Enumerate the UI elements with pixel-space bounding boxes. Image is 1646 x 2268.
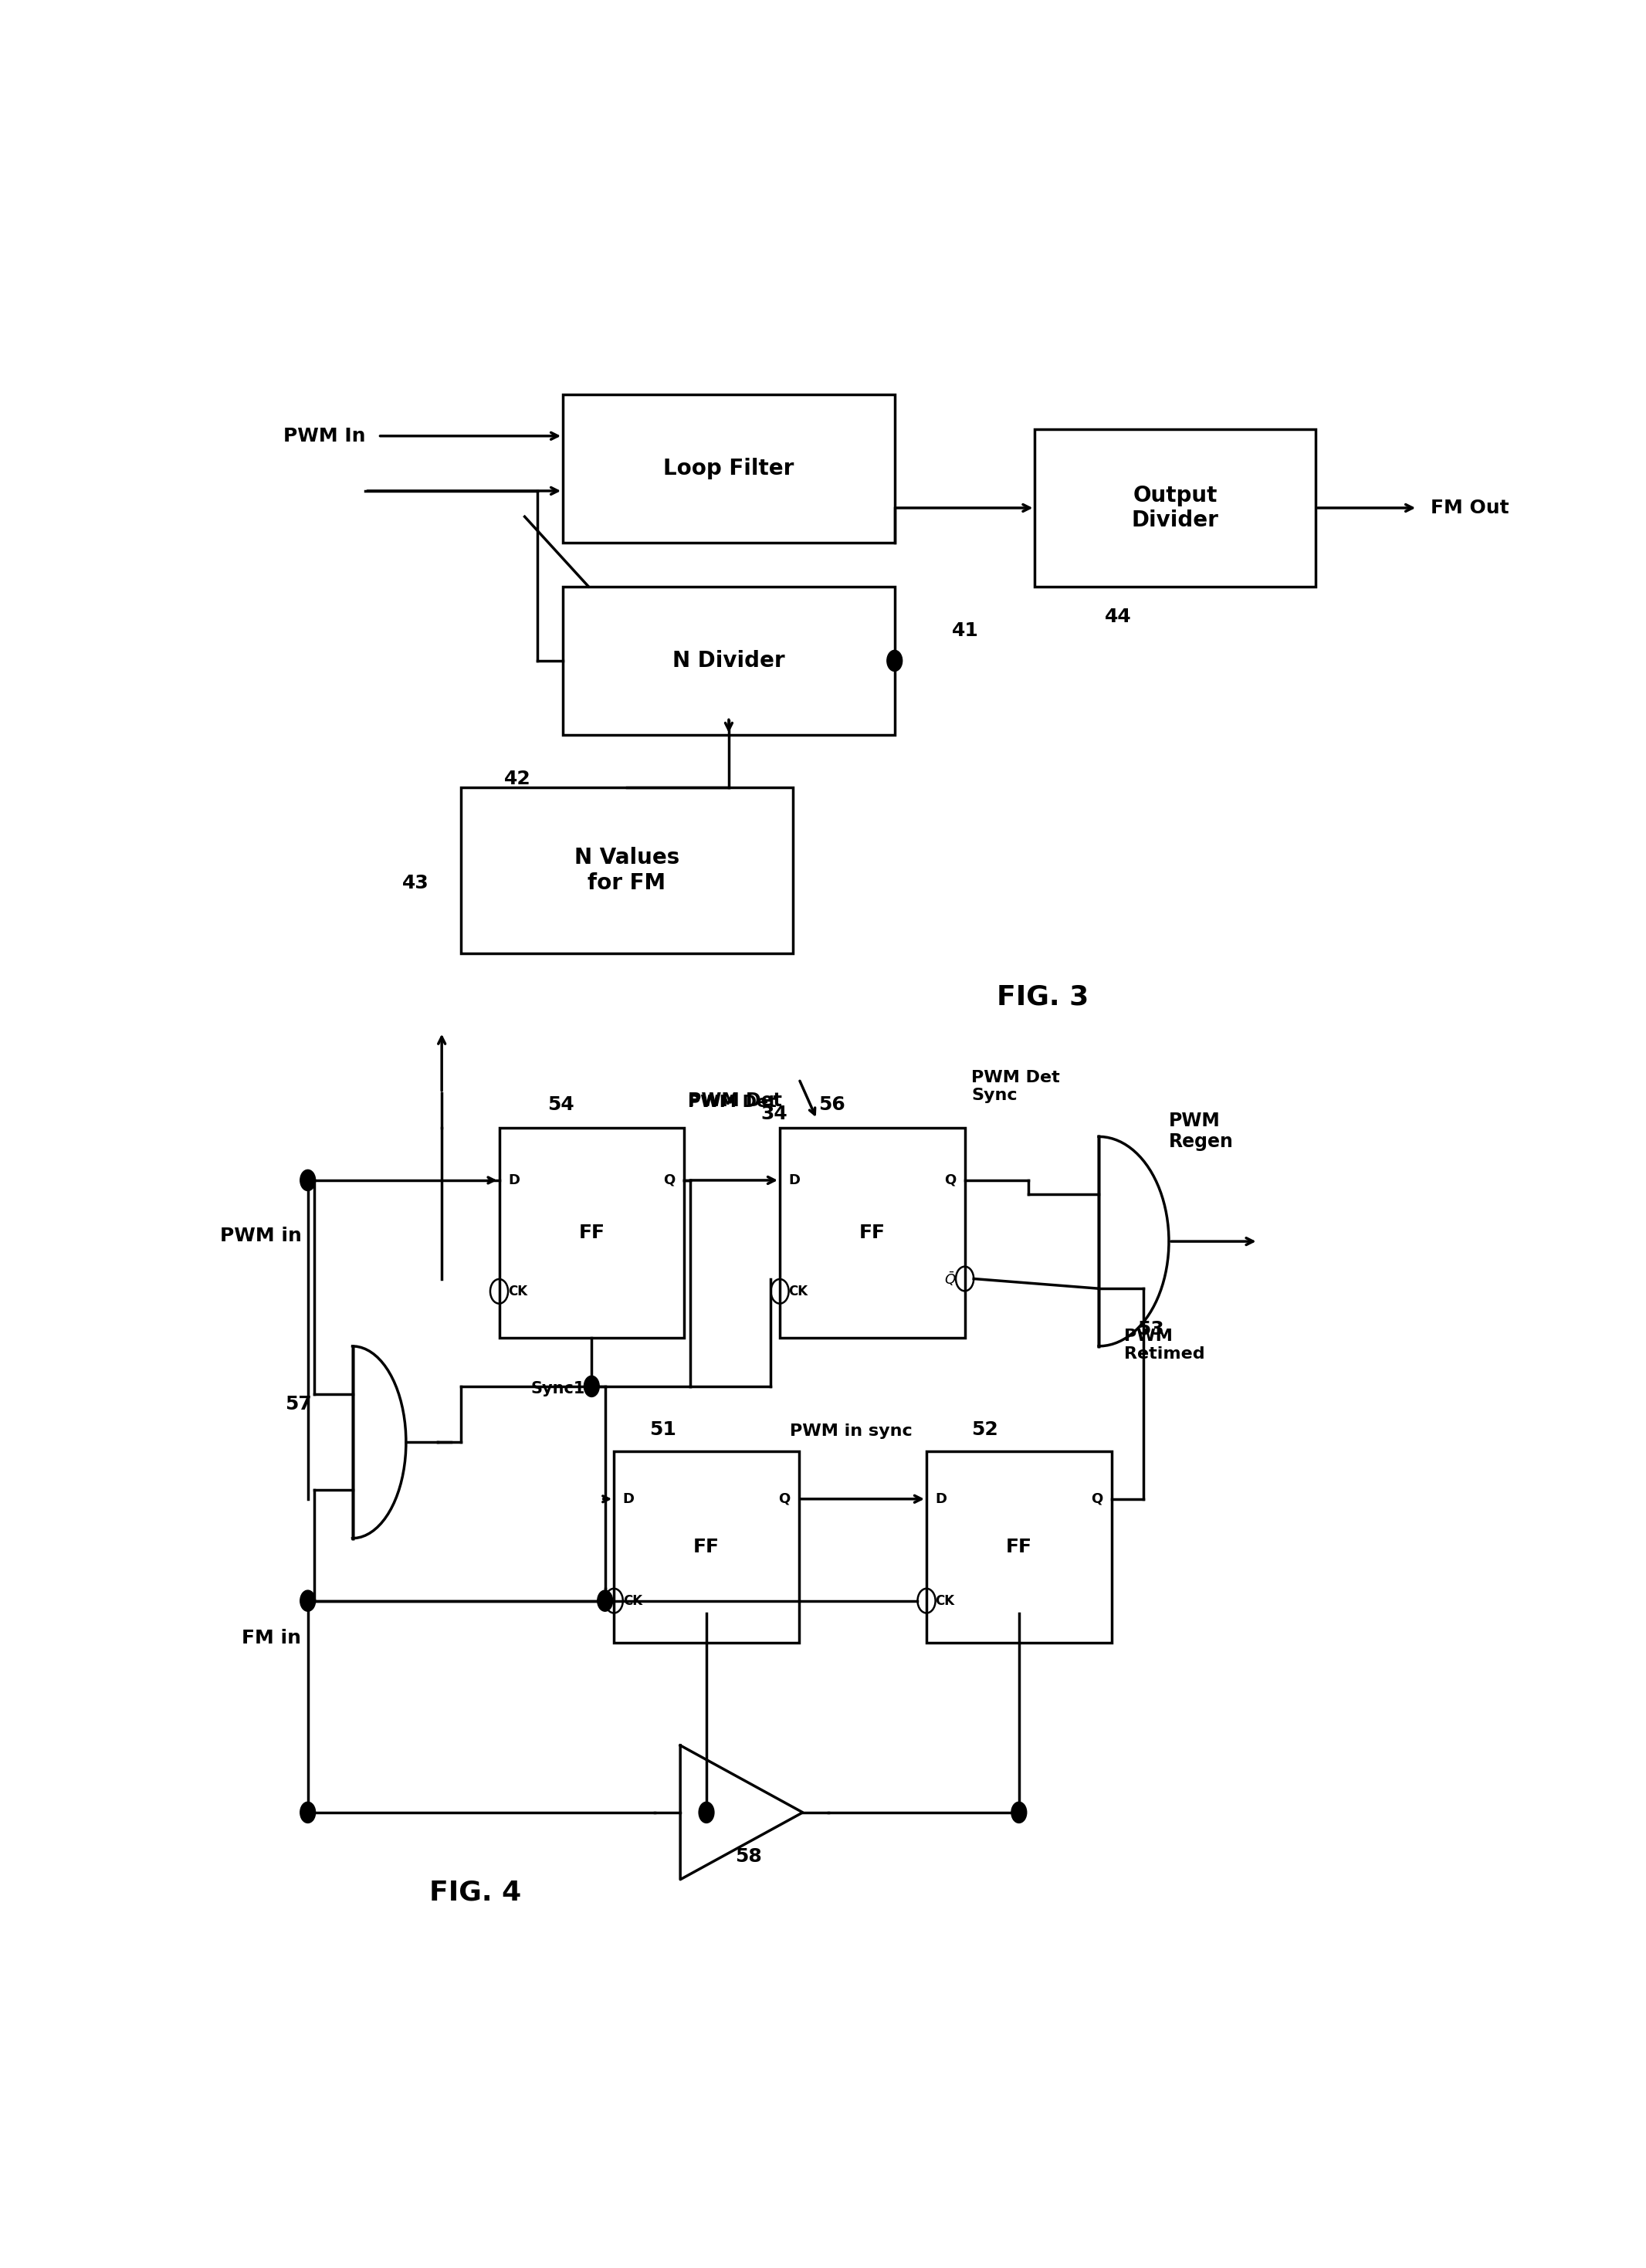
Bar — [563, 587, 895, 735]
Text: FF: FF — [1006, 1538, 1032, 1556]
Text: 34: 34 — [760, 1105, 787, 1123]
Text: 56: 56 — [818, 1095, 844, 1114]
Text: Sync1: Sync1 — [532, 1381, 586, 1397]
Text: $\bar{Q}$: $\bar{Q}$ — [943, 1270, 956, 1288]
Text: PWM Det: PWM Det — [688, 1091, 782, 1111]
Circle shape — [597, 1590, 612, 1610]
Bar — [1035, 429, 1315, 587]
Text: D: D — [935, 1492, 946, 1506]
Text: PWM Det
Sync: PWM Det Sync — [971, 1070, 1060, 1105]
Circle shape — [887, 651, 902, 671]
Circle shape — [1011, 1803, 1027, 1823]
Text: PWM
Regen: PWM Regen — [1169, 1111, 1233, 1152]
Text: PWM in sync: PWM in sync — [790, 1424, 912, 1438]
Text: 52: 52 — [971, 1420, 997, 1438]
Text: D: D — [622, 1492, 634, 1506]
Text: Q: Q — [663, 1173, 675, 1186]
Text: 54: 54 — [548, 1095, 574, 1114]
Text: FF: FF — [693, 1538, 719, 1556]
Text: CK: CK — [935, 1594, 955, 1608]
Circle shape — [300, 1170, 316, 1191]
Bar — [927, 1452, 1111, 1642]
Text: 41: 41 — [951, 621, 979, 640]
Text: D: D — [788, 1173, 800, 1186]
Text: CK: CK — [788, 1284, 808, 1297]
Text: 51: 51 — [650, 1420, 677, 1438]
Circle shape — [700, 1803, 714, 1823]
Polygon shape — [680, 1746, 803, 1880]
Text: N Divider: N Divider — [673, 651, 785, 671]
Text: 57: 57 — [285, 1395, 311, 1413]
Text: FM Out: FM Out — [1430, 499, 1509, 517]
Text: 43: 43 — [402, 873, 430, 894]
Text: Loop Filter: Loop Filter — [663, 458, 793, 479]
Text: PWM in: PWM in — [219, 1227, 301, 1245]
Text: 53: 53 — [1137, 1320, 1164, 1338]
Bar — [499, 1127, 685, 1338]
Text: PWM In: PWM In — [283, 426, 365, 445]
Text: Output
Divider: Output Divider — [1132, 485, 1218, 531]
Text: Q: Q — [1091, 1492, 1103, 1506]
Text: FF: FF — [578, 1222, 604, 1243]
Text: 44: 44 — [1104, 608, 1132, 626]
Bar — [461, 787, 793, 953]
Circle shape — [584, 1377, 599, 1397]
Bar — [563, 395, 895, 542]
Bar — [780, 1127, 965, 1338]
Circle shape — [300, 1803, 316, 1823]
Text: FM in: FM in — [242, 1628, 301, 1647]
Bar — [614, 1452, 798, 1642]
Text: N Values
for FM: N Values for FM — [574, 846, 680, 894]
Text: FF: FF — [859, 1222, 886, 1243]
Text: Q: Q — [945, 1173, 956, 1186]
Text: D: D — [509, 1173, 520, 1186]
Text: FIG. 3: FIG. 3 — [996, 984, 1088, 1009]
Text: FIG. 4: FIG. 4 — [430, 1880, 522, 1905]
Text: CK: CK — [622, 1594, 642, 1608]
Circle shape — [300, 1590, 316, 1610]
Text: PWM
Retimed: PWM Retimed — [1124, 1329, 1205, 1363]
Text: PWM Det: PWM Det — [688, 1095, 777, 1111]
Text: CK: CK — [509, 1284, 527, 1297]
Text: 58: 58 — [736, 1848, 762, 1867]
Text: 42: 42 — [504, 769, 532, 787]
Text: Q: Q — [779, 1492, 790, 1506]
